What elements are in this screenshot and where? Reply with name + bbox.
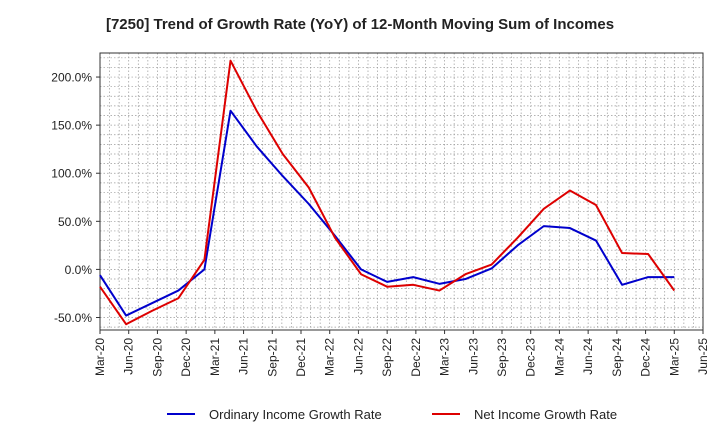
- y-tick-label: 0.0%: [65, 263, 93, 277]
- x-tick-label: Mar-21: [208, 338, 222, 376]
- x-tick-label: Jun-21: [237, 338, 251, 375]
- x-tick-label: Dec-23: [524, 338, 538, 377]
- y-tick-label: 100.0%: [51, 167, 92, 181]
- x-tick-label: Sep-20: [150, 338, 164, 377]
- x-tick-label: Jun-24: [581, 338, 595, 375]
- x-tick-label: Mar-20: [93, 338, 107, 376]
- x-tick-label: Sep-21: [265, 338, 279, 377]
- x-tick-label: Mar-25: [667, 338, 681, 376]
- x-tick-label: Sep-24: [610, 338, 624, 377]
- plot-area: [100, 53, 703, 330]
- series-line-net-income-growth-rate: [99, 59, 676, 326]
- x-tick-label: Sep-23: [495, 338, 509, 377]
- series-line-ordinary-income-growth-rate: [99, 109, 675, 317]
- x-tick-label: Dec-20: [179, 338, 193, 377]
- y-tick-label: 200.0%: [51, 71, 92, 85]
- x-tick-label: Dec-21: [294, 338, 308, 377]
- x-tick-label: Mar-22: [323, 338, 337, 376]
- x-tick-label: Jun-25: [696, 338, 710, 375]
- y-tick-label: -50.0%: [54, 311, 92, 325]
- y-tick-label: 50.0%: [58, 215, 92, 229]
- x-tick-label: Dec-24: [639, 338, 653, 377]
- x-tick-label: Dec-22: [409, 338, 423, 377]
- plot-frame: [99, 52, 704, 331]
- chart-title: [7250] Trend of Growth Rate (YoY) of 12-…: [105, 16, 615, 33]
- x-tick-label: Sep-22: [380, 338, 394, 377]
- legend-label-net-income-growth-rate: Net Income Growth Rate: [474, 407, 617, 422]
- x-tick-label: Jun-23: [466, 338, 480, 375]
- x-tick-label: Mar-23: [438, 338, 452, 376]
- y-tick-label: 150.0%: [51, 119, 92, 133]
- x-tick-label: Jun-22: [351, 338, 365, 375]
- x-tick-label: Jun-20: [122, 338, 136, 375]
- x-tick-label: Mar-24: [552, 338, 566, 376]
- legend-label-ordinary-income-growth-rate: Ordinary Income Growth Rate: [209, 407, 382, 422]
